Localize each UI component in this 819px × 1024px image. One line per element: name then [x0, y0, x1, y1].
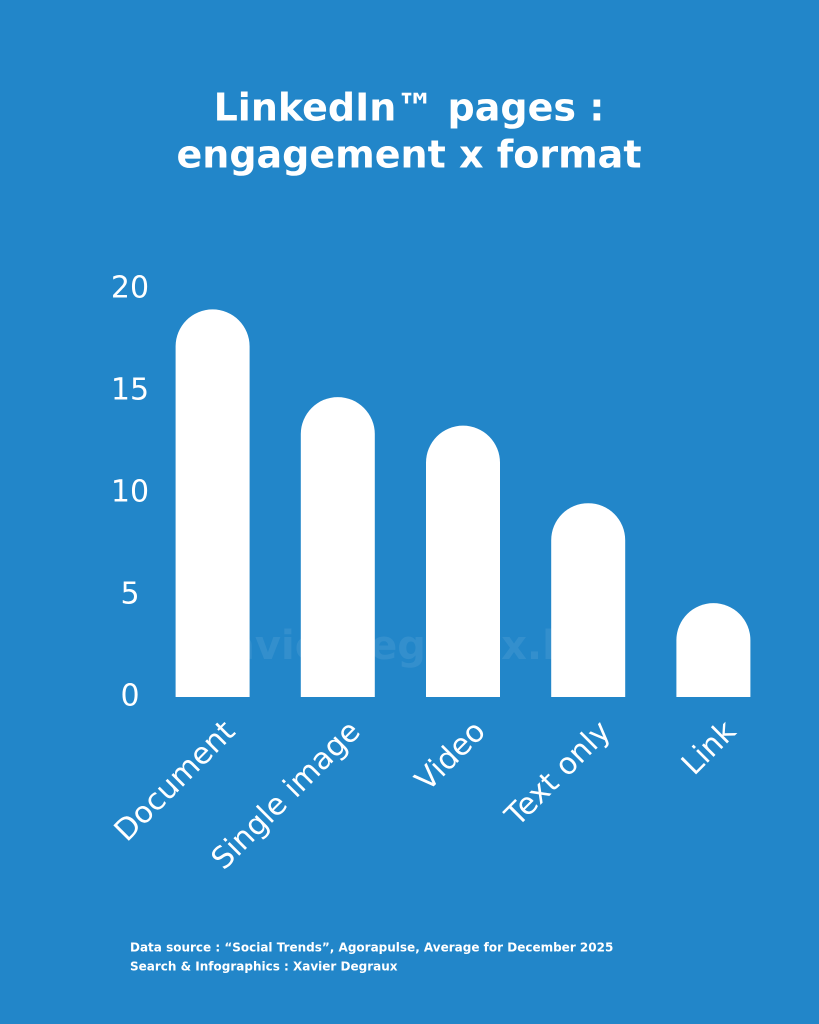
chart-title: engagement x format: [177, 133, 642, 177]
y-tick-label: 15: [111, 373, 149, 408]
bar: [676, 603, 751, 697]
y-tick-label: 0: [120, 679, 139, 714]
footnote: Search & Infographics : Xavier Degraux: [130, 960, 398, 974]
chart-title: LinkedIn™ pages :: [214, 86, 605, 130]
watermark: xavierdegraux.be: [202, 623, 598, 669]
bar: [300, 397, 375, 697]
bar: [551, 503, 626, 697]
y-tick-label: 5: [120, 577, 139, 612]
y-tick-label: 20: [111, 271, 149, 306]
bar: [426, 425, 500, 697]
footnote: Data source : “Social Trends”, Agorapuls…: [130, 941, 613, 955]
bar: [175, 309, 250, 697]
y-tick-label: 10: [111, 475, 149, 510]
